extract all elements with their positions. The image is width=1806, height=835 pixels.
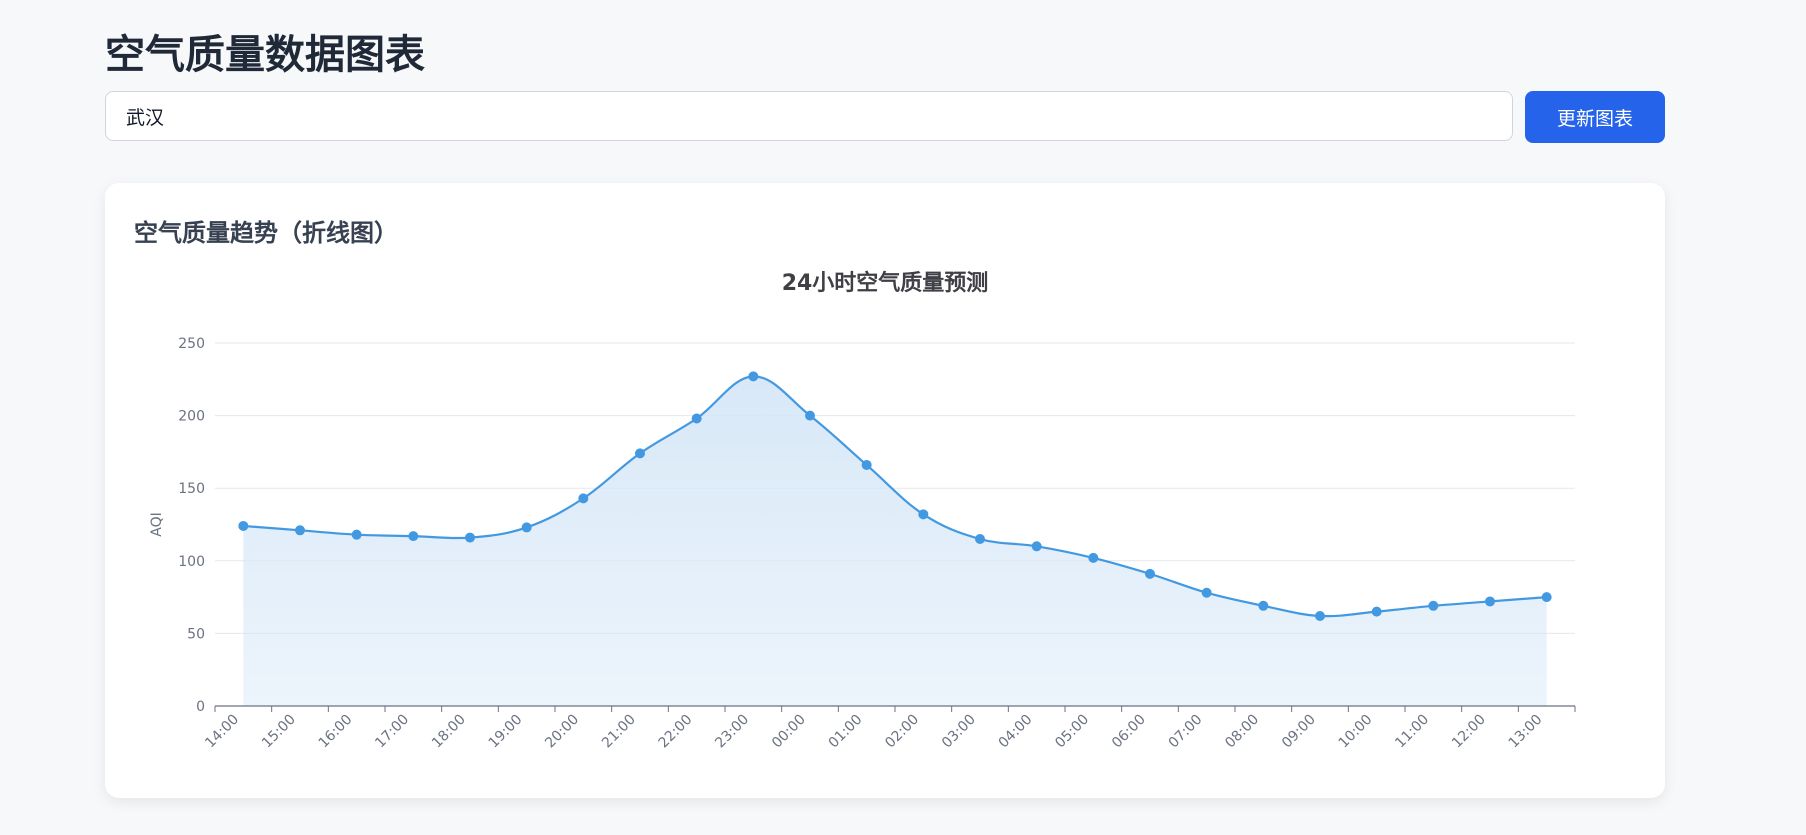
y-tick-label: 150	[178, 481, 205, 497]
data-point[interactable]	[351, 529, 362, 540]
data-point[interactable]	[1031, 541, 1042, 552]
data-point[interactable]	[1145, 568, 1155, 579]
data-point[interactable]	[238, 520, 249, 531]
point-layer	[238, 371, 1552, 621]
x-tick-label: 13:00	[1506, 712, 1546, 752]
data-point[interactable]	[1088, 552, 1099, 563]
data-point[interactable]	[1428, 600, 1439, 611]
x-tick-label: 17:00	[372, 712, 412, 752]
data-point[interactable]	[578, 493, 589, 504]
x-tick-label: 22:00	[656, 712, 696, 752]
y-tick-label: 250	[178, 336, 205, 352]
x-tick-label: 11:00	[1392, 712, 1432, 752]
aqi-line-chart: 24小时空气质量预测 0 50 100 150 200 250 14:00 15:00 16:0…	[149, 270, 1576, 752]
y-axis-label: AQI	[149, 512, 165, 536]
x-tick-label: 16:00	[316, 712, 356, 752]
y-tick-label: 200	[178, 409, 205, 425]
data-point[interactable]	[295, 525, 305, 536]
data-point[interactable]	[1201, 587, 1212, 598]
data-point[interactable]	[1371, 606, 1382, 617]
data-point[interactable]	[975, 534, 985, 545]
update-chart-button[interactable]: 更新图表	[1525, 91, 1665, 143]
data-point[interactable]	[1541, 592, 1552, 603]
x-tick-label: 06:00	[1109, 712, 1149, 752]
page-title: 空气质量数据图表	[105, 32, 425, 78]
x-tick-label: 20:00	[542, 712, 582, 752]
x-tick-label: 10:00	[1336, 712, 1376, 752]
data-point[interactable]	[748, 371, 759, 382]
x-tick-label: 12:00	[1449, 712, 1489, 752]
series-area	[243, 376, 1547, 706]
y-tick-label: 0	[196, 699, 205, 715]
x-tick-label: 08:00	[1222, 712, 1262, 752]
x-tick-label: 23:00	[712, 712, 752, 752]
data-point[interactable]	[521, 522, 532, 533]
x-tick-label: 05:00	[1052, 712, 1092, 752]
x-tick-label: 09:00	[1279, 712, 1319, 752]
city-input[interactable]	[105, 91, 1513, 141]
data-point[interactable]	[691, 413, 702, 424]
area-layer	[243, 376, 1547, 706]
data-point[interactable]	[408, 531, 419, 542]
x-tick-label: 15:00	[259, 712, 299, 752]
chart-title: 24小时空气质量预测	[782, 270, 989, 296]
data-point[interactable]	[1485, 596, 1495, 607]
data-point[interactable]	[918, 509, 929, 520]
x-tick-label: 00:00	[769, 712, 809, 752]
y-tick-label: 100	[178, 554, 205, 570]
data-point[interactable]	[635, 448, 645, 459]
x-tick-label: 07:00	[1166, 712, 1206, 752]
data-point[interactable]	[861, 459, 872, 470]
x-tick-label: 19:00	[486, 712, 526, 752]
x-tick-label: 03:00	[939, 712, 979, 752]
x-tick-label: 02:00	[882, 712, 922, 752]
x-tick-label: 18:00	[429, 712, 469, 752]
data-point[interactable]	[805, 410, 815, 421]
card-title: 空气质量趋势（折线图）	[134, 219, 398, 247]
chart-card: 空气质量趋势（折线图） 24小时空气质量预测 0 50 100 150 200 250 14…	[105, 183, 1665, 798]
x-tick-label: 14:00	[202, 712, 242, 752]
x-tick-label: 04:00	[996, 712, 1036, 752]
x-tick-label: 21:00	[599, 712, 639, 752]
data-point[interactable]	[1315, 610, 1325, 621]
data-point[interactable]	[465, 532, 475, 543]
search-row: 更新图表	[105, 91, 1665, 143]
x-tick-label: 01:00	[826, 712, 866, 752]
data-point[interactable]	[1258, 600, 1269, 611]
y-tick-label: 50	[187, 626, 205, 642]
